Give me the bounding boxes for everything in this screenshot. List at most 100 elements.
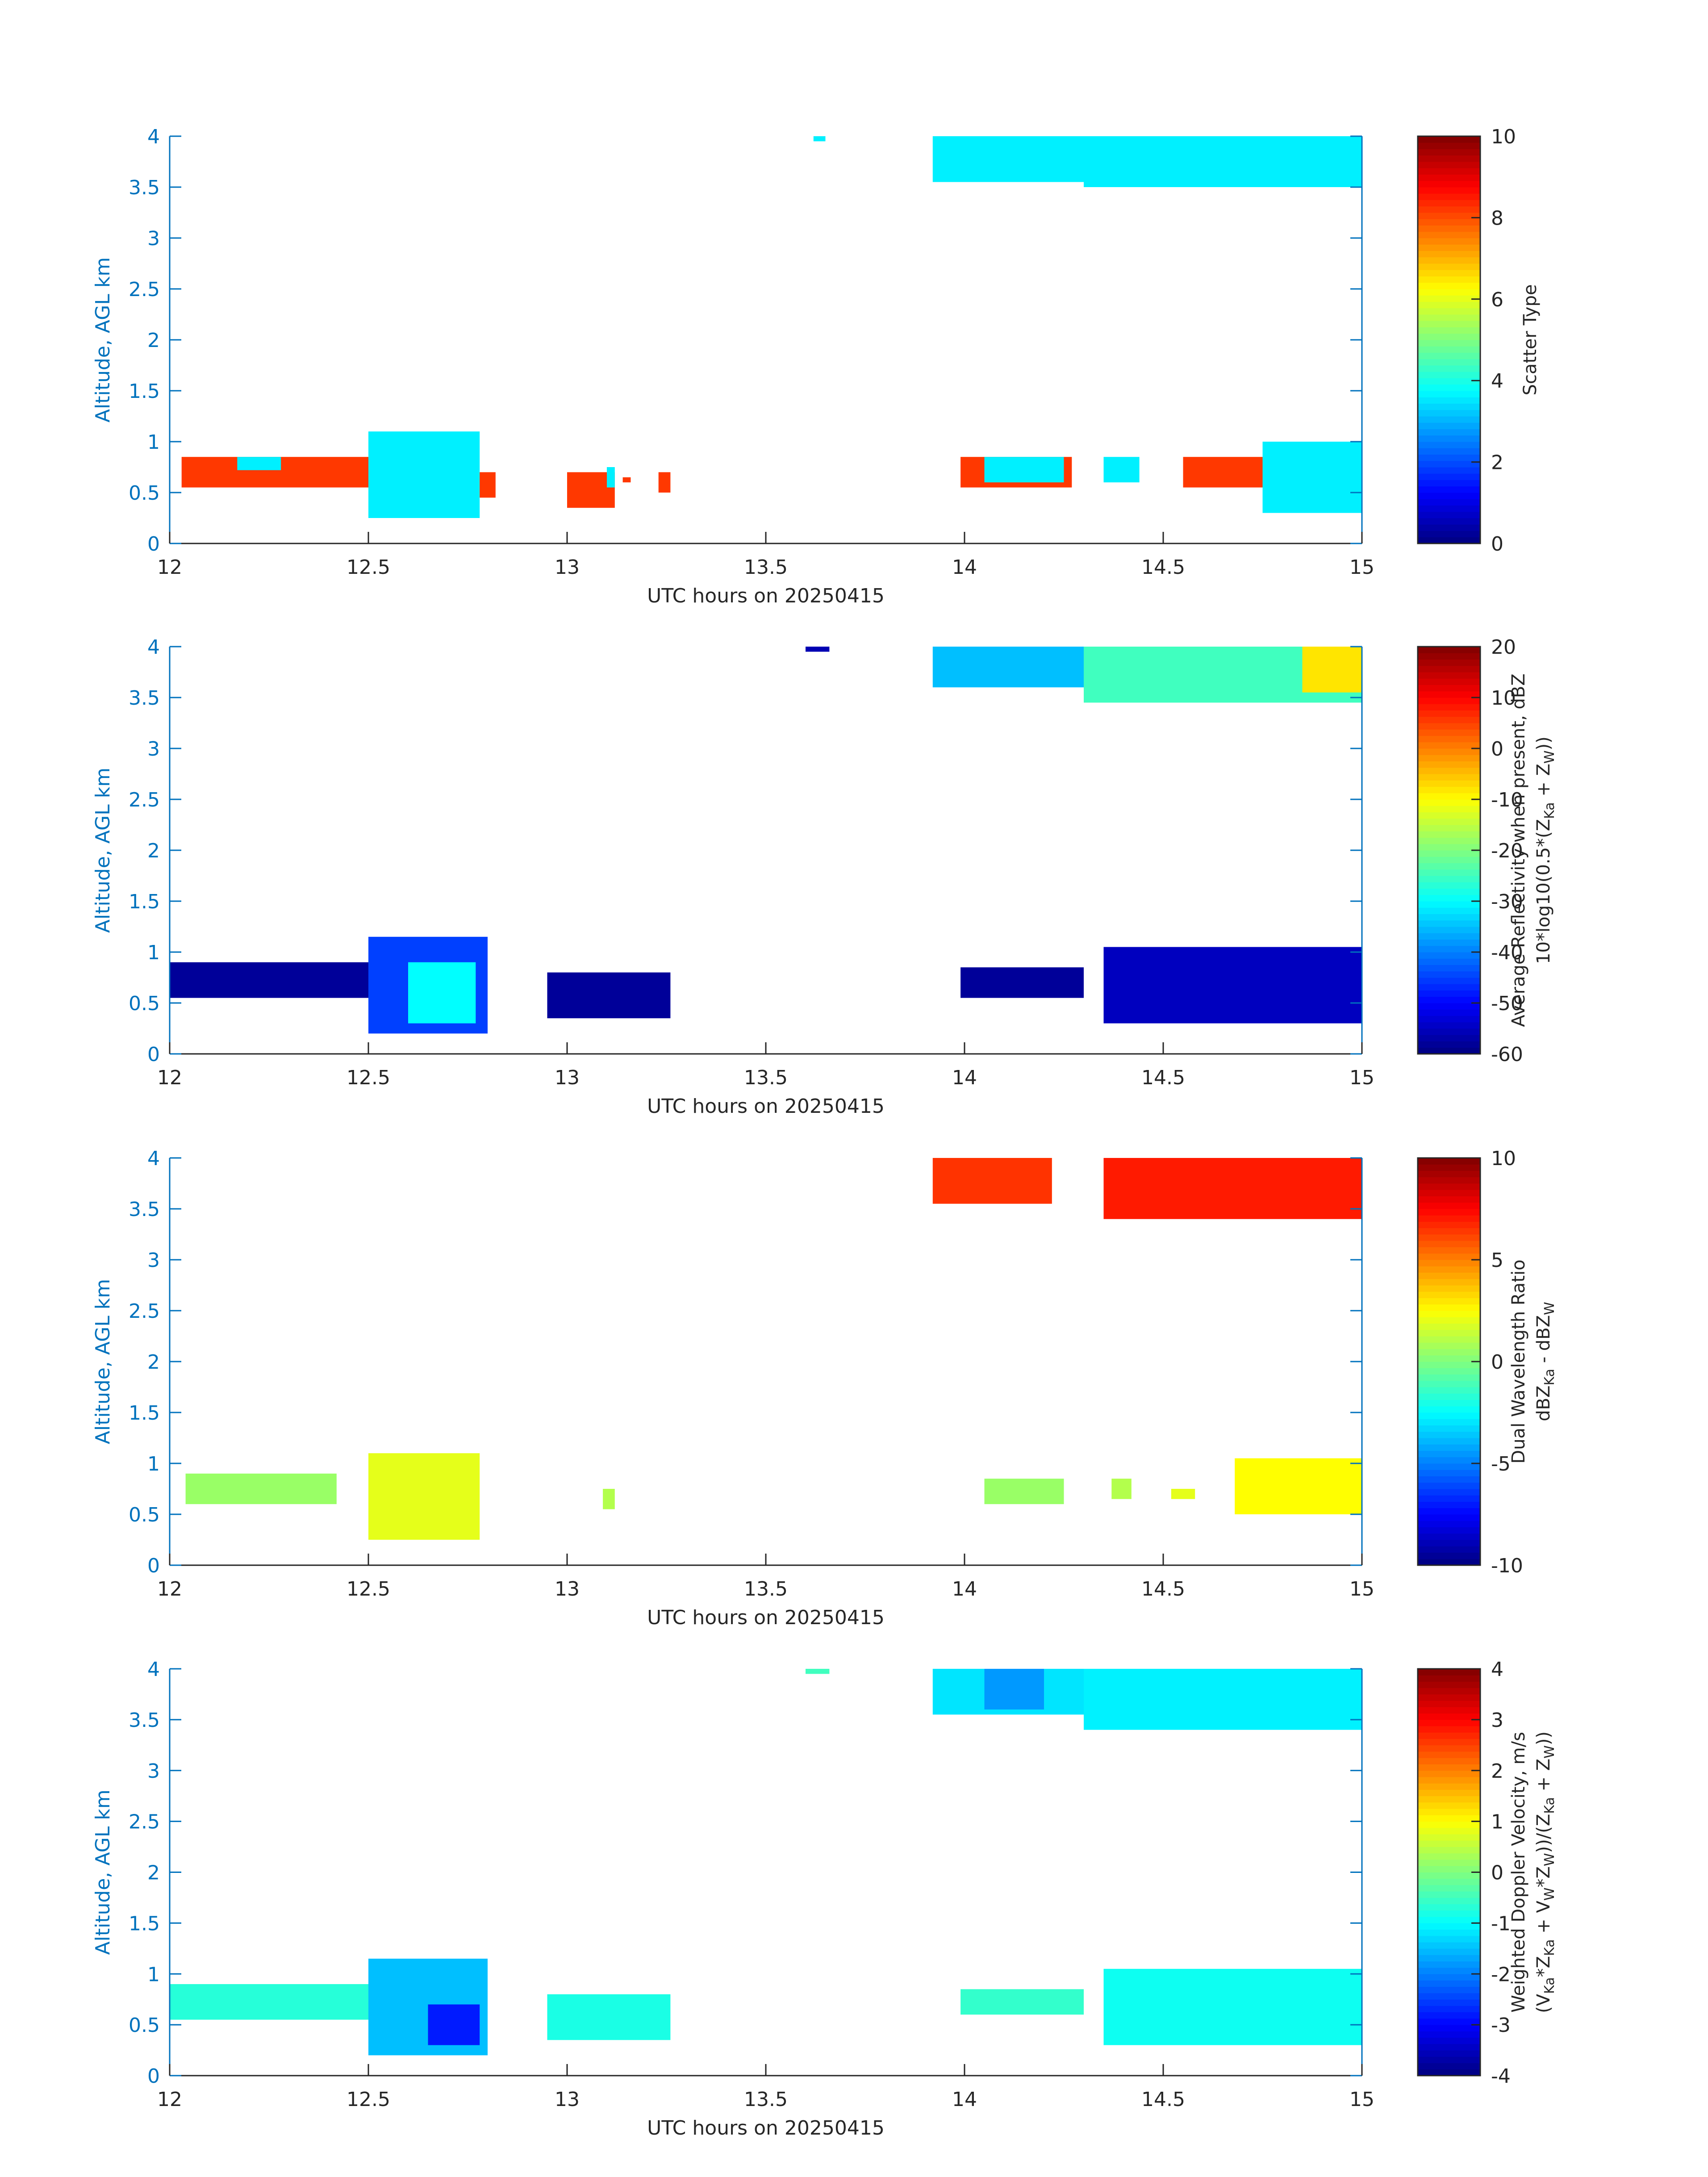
panel-3-colorbar-tick-label-3: 0 <box>1491 1351 1503 1374</box>
panel-2-colorbar-label-part-5: )) <box>1533 736 1554 750</box>
panel-3-x-tick-label-7: 15 <box>1349 1578 1374 1600</box>
panel-4-colorbar-segment-3 <box>1418 2056 1480 2064</box>
panel-4-colorbar-segment-60 <box>1418 1694 1480 1701</box>
panel-4-colorbar-label-part-6: W <box>1542 1888 1558 1901</box>
panel-4-colorbar-tick-label-1: -4 <box>1491 2065 1511 2088</box>
panel-4-colorbar-segment-51 <box>1418 1751 1480 1758</box>
panel-1-region-1 <box>813 136 826 142</box>
panel-1-y-tick-label-6: 2.5 <box>129 278 160 301</box>
panel-4-colorbar-tick-label-3: -2 <box>1491 1963 1511 1986</box>
panel-2-colorbar-segment-64 <box>1418 646 1480 653</box>
panel-2-colorbar-segment-15 <box>1418 958 1480 965</box>
panel-1-colorbar-segment-3 <box>1418 524 1480 531</box>
panel-3-colorbar-segment-33 <box>1418 1355 1480 1362</box>
panel-4-colorbar-segment-56 <box>1418 1719 1480 1726</box>
panel-4-region-5 <box>170 1984 368 2020</box>
panel-2-colorbar-tick-label-7: 0 <box>1491 738 1503 760</box>
panel-2-y-tick-label-1: 0 <box>147 1043 160 1066</box>
panel-2-x-tick-label-1: 12 <box>157 1066 182 1089</box>
panel-1-colorbar-segment-51 <box>1418 218 1480 226</box>
panel-1-region-7 <box>480 472 496 498</box>
panel-4-colorbar-segment-50 <box>1418 1757 1480 1765</box>
panel-1-colorbar-segment-59 <box>1418 167 1480 175</box>
panel-3-y-tick-label-4: 1.5 <box>129 1402 160 1425</box>
panel-1-colorbar-segment-60 <box>1418 161 1480 168</box>
panel-4-y-tick-label-7: 3 <box>147 1760 160 1783</box>
panel-3-colorbar-segment-44 <box>1418 1285 1480 1292</box>
panel-1-y-tick-label-9: 4 <box>147 125 160 148</box>
panel-2-colorbar-segment-14 <box>1418 965 1480 972</box>
panel-1-colorbar-segment-43 <box>1418 269 1480 276</box>
panel-3-colorbar-segment-14 <box>1418 1476 1480 1483</box>
panel-2-region-9 <box>960 967 1084 998</box>
panel-3-colorbar-segment-24 <box>1418 1412 1480 1419</box>
panel-4-colorbar-segment-23 <box>1418 1929 1480 1936</box>
panel-2-x-tick-label-4: 13.5 <box>744 1066 788 1089</box>
panel-3-colorbar-tick-label-5: 10 <box>1491 1147 1516 1170</box>
panel-3-colorbar-segment-4 <box>1418 1539 1480 1546</box>
panel-1-colorbar-segment-39 <box>1418 295 1480 302</box>
panel-4-colorbar-segment-10 <box>1418 2012 1480 2019</box>
panel-1-x-tick-label-6: 14.5 <box>1141 556 1185 579</box>
panel-4-colorbar-tick-label-6: 1 <box>1491 1811 1503 1834</box>
panel-1-region-10 <box>622 477 631 483</box>
panel-1-colorbar-segment-48 <box>1418 238 1480 245</box>
panel-2-colorbar-segment-5 <box>1418 1022 1480 1029</box>
panel-1-colorbar-segment-18 <box>1418 429 1480 436</box>
panel-2-colorbar-segment-51 <box>1418 729 1480 736</box>
panel-3-region-5 <box>603 1489 615 1509</box>
panel-4-colorbar-segment-52 <box>1418 1745 1480 1752</box>
panel-3-colorbar-segment-31 <box>1418 1367 1480 1375</box>
panel-2-colorbar-segment-12 <box>1418 977 1480 984</box>
panel-4-colorbar-segment-58 <box>1418 1706 1480 1714</box>
panel-1-colorbar-tick-label-3: 4 <box>1491 370 1503 393</box>
panel-4-colorbar-tick-label-2: -3 <box>1491 2014 1511 2037</box>
panel-3-x-tick-label-1: 12 <box>157 1578 182 1600</box>
panel-4-colorbar-segment-1 <box>1418 2069 1480 2076</box>
panel-1-region-3 <box>1084 136 1362 187</box>
panel-3-colorbar-segment-21 <box>1418 1431 1480 1438</box>
panel-2-colorbar-segment-17 <box>1418 945 1480 953</box>
panel-3-colorbar-segment-13 <box>1418 1482 1480 1489</box>
panel-4-colorbar-segment-12 <box>1418 1999 1480 2006</box>
panel-1-x-tick-label-5: 14 <box>952 556 977 579</box>
panel-3-colorbar-segment-26 <box>1418 1400 1480 1407</box>
panel-1-y-tick-label-8: 3.5 <box>129 176 160 199</box>
panel-3-x-tick-label-6: 14.5 <box>1141 1578 1185 1600</box>
panel-2-x-tick-label-2: 12.5 <box>347 1066 390 1089</box>
panel-2-colorbar-segment-23 <box>1418 907 1480 914</box>
panel-4-colorbar-segment-5 <box>1418 2043 1480 2051</box>
panel-4-colorbar-segment-45 <box>1418 1789 1480 1797</box>
panel-4-colorbar-segment-63 <box>1418 1675 1480 1682</box>
panel-1-colorbar-segment-54 <box>1418 200 1480 207</box>
panel-4-colorbar-segment-40 <box>1418 1821 1480 1828</box>
panel-3-colorbar-segment-18 <box>1418 1450 1480 1458</box>
panel-4-region-3 <box>984 1669 1044 1710</box>
panel-2-colorbar-segment-58 <box>1418 685 1480 692</box>
panel-3-colorbar-segment-15 <box>1418 1469 1480 1476</box>
panel-4-region-8 <box>547 1994 671 2040</box>
panel-4-colorbar-segment-49 <box>1418 1764 1480 1771</box>
panel-1-region-16 <box>1262 442 1362 513</box>
panel-3-colorbar-segment-39 <box>1418 1316 1480 1324</box>
panel-4-colorbar-label-part-12: W <box>1542 1745 1558 1759</box>
panel-2-colorbar-tick-label-9: 20 <box>1491 636 1516 659</box>
panel-4-colorbar-segment-13 <box>1418 1993 1480 2000</box>
panel-2-colorbar-tick-label-1: -60 <box>1491 1043 1523 1066</box>
panel-4-colorbar-label-part-1: (V <box>1533 1993 1554 2013</box>
panel-1-region-5 <box>237 457 281 470</box>
panel-4-region-7 <box>428 2004 480 2045</box>
panel-3-y-axis-label: Altitude, AGL km <box>92 1279 114 1444</box>
panel-2-colorbar-segment-16 <box>1418 952 1480 959</box>
panel-3-colorbar-segment-16 <box>1418 1463 1480 1470</box>
panel-1-x-tick-label-4: 13.5 <box>744 556 788 579</box>
panel-2-region-10 <box>1103 947 1362 1024</box>
panel-2-colorbar-segment-43 <box>1418 780 1480 787</box>
panel-1-colorbar-segment-36 <box>1418 314 1480 321</box>
panel-3-colorbar-segment-27 <box>1418 1393 1480 1400</box>
panel-3-y-tick-label-7: 3 <box>147 1249 160 1272</box>
panel-1-colorbar-segment-26 <box>1418 378 1480 385</box>
panel-2-colorbar-segment-32 <box>1418 850 1480 857</box>
panel-1-colorbar-segment-31 <box>1418 346 1480 353</box>
panel-3-colorbar-segment-12 <box>1418 1488 1480 1496</box>
